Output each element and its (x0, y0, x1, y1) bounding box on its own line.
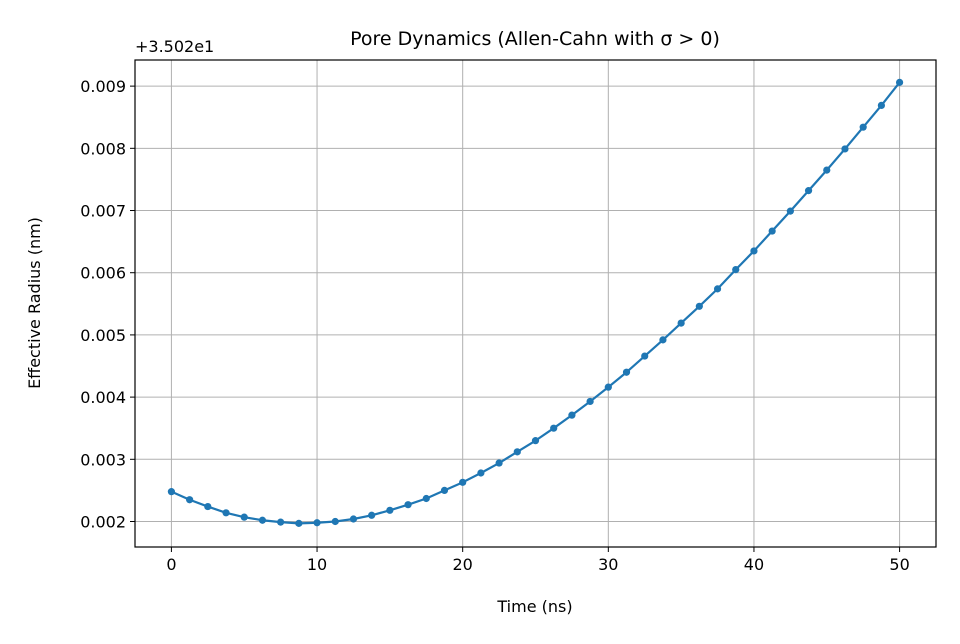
data-point (295, 519, 303, 527)
x-tick-label: 0 (166, 555, 176, 574)
x-tick-label: 40 (744, 555, 764, 574)
y-tick-label: 0.002 (80, 512, 126, 531)
y-tick-label: 0.008 (80, 139, 126, 158)
y-tick-label: 0.003 (80, 450, 126, 469)
data-point (477, 469, 485, 477)
data-point (550, 424, 558, 432)
data-point (368, 511, 376, 519)
data-point (204, 502, 212, 511)
data-point (422, 494, 430, 503)
x-tick-label: 50 (889, 555, 909, 574)
data-markers (167, 78, 904, 527)
data-point (695, 302, 703, 310)
data-point (750, 247, 758, 255)
data-point (713, 285, 722, 293)
data-point (349, 515, 358, 523)
data-point (586, 397, 594, 406)
data-point (440, 486, 449, 495)
data-point (841, 145, 849, 153)
data-point (622, 368, 631, 376)
data-point (895, 78, 904, 86)
data-point (186, 496, 194, 504)
data-point (258, 516, 267, 524)
data-point (659, 336, 667, 344)
plot-frame (134, 59, 937, 548)
data-point (459, 478, 467, 486)
y-tick-label: 0.007 (80, 202, 126, 221)
data-point (732, 266, 740, 274)
data-point (604, 383, 612, 391)
data-point (386, 506, 394, 514)
data-point (404, 501, 412, 509)
data-point (568, 411, 576, 419)
data-point (167, 488, 176, 496)
data-point (859, 123, 867, 131)
data-point (677, 319, 685, 327)
data-point (277, 518, 285, 526)
y-offset-label: +3.502e1 (135, 37, 214, 56)
data-point (877, 101, 885, 110)
data-point (786, 207, 794, 215)
data-point (313, 519, 321, 527)
y-tick-label: 0.005 (80, 326, 126, 345)
x-tick-label: 10 (307, 555, 327, 574)
data-point (641, 352, 649, 360)
y-axis-label: Effective Radius (nm) (25, 217, 44, 389)
y-tick-label: 0.006 (80, 264, 126, 283)
axis-ticks: 0 10 20 30 40 50 0.002 0.003 0.004 0.005 0.006 0.00… (80, 77, 910, 574)
y-tick-label: 0.009 (80, 77, 126, 96)
data-point (823, 166, 831, 174)
chart-title: Pore Dynamics (Allen-Cahn with σ > 0) (350, 28, 720, 50)
y-tick-label: 0.004 (80, 388, 126, 407)
data-point (240, 513, 248, 521)
data-point (495, 459, 503, 467)
data-point (531, 437, 540, 445)
data-point (513, 448, 521, 456)
data-point (804, 187, 813, 195)
data-point (222, 509, 230, 517)
x-tick-label: 20 (453, 555, 473, 574)
grid (135, 60, 936, 547)
data-point (768, 227, 776, 235)
x-axis-label: Time (ns) (496, 597, 572, 616)
x-tick-label: 30 (598, 555, 618, 574)
data-point (331, 517, 339, 526)
